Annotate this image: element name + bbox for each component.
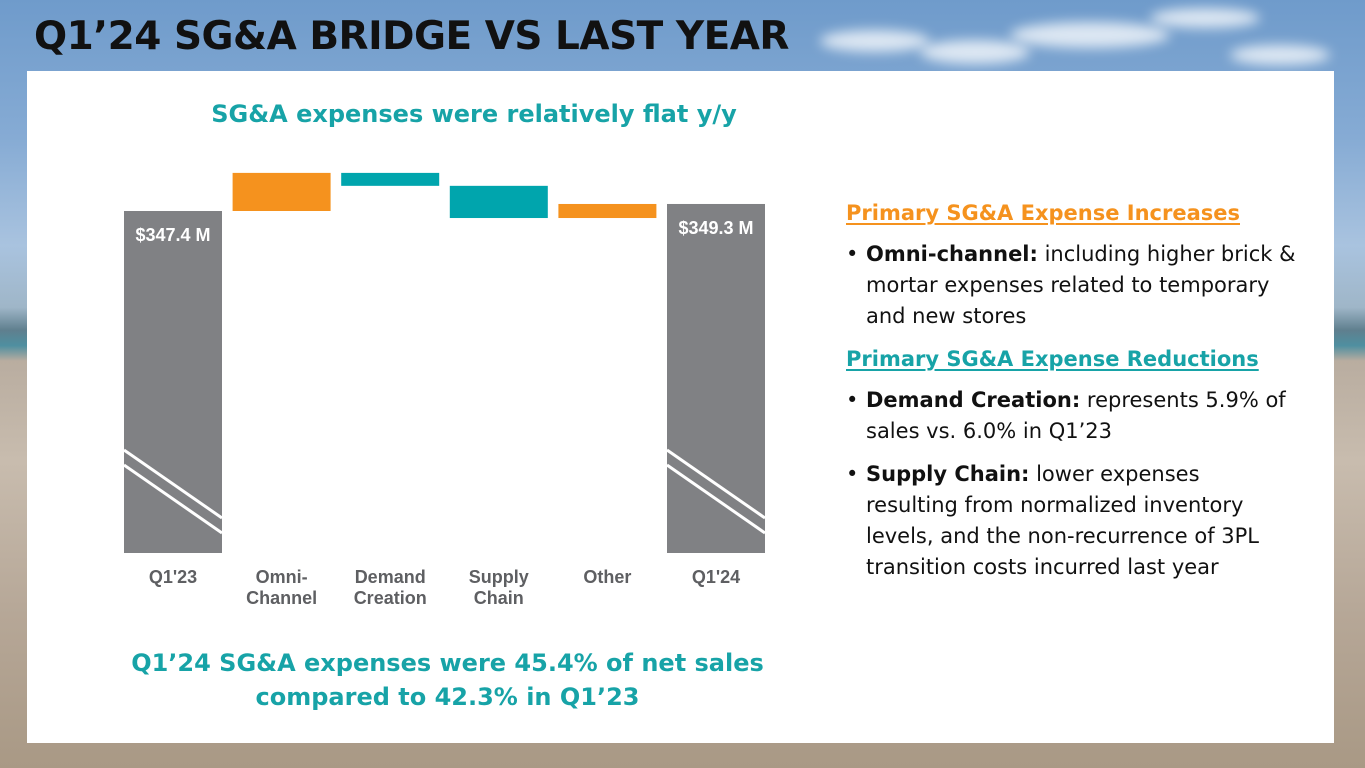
bar-q1-24: [667, 203, 765, 553]
category-label-q1-23: Q1'23: [149, 567, 197, 587]
reduction-item: • Supply Chain: lower expenses resulting…: [846, 459, 1296, 583]
axis-break-icon: [123, 448, 223, 535]
category-label-q1-24: Q1'24: [692, 567, 740, 587]
category-label-demand-creation: Creation: [354, 588, 427, 608]
background-cloud: [920, 40, 1030, 64]
reduction-item-label: Supply Chain:: [866, 462, 1030, 486]
bar-demand-creation: [341, 172, 440, 186]
reductions-heading: Primary SG&A Expense Reductions: [846, 347, 1259, 371]
category-label-supply-chain: Supply: [469, 567, 529, 587]
reduction-item: • Demand Creation: represents 5.9% of sa…: [846, 385, 1296, 447]
bullet: •: [846, 242, 859, 266]
value-label-q1-23: $347.4 M: [135, 225, 210, 245]
bar-supply-chain: [449, 185, 548, 219]
category-label-omni-channel: Channel: [246, 588, 317, 608]
background-cloud: [1230, 45, 1330, 65]
bar-q1-23: [124, 211, 222, 553]
reduction-item-text: lower expenses resulting from normalized…: [866, 462, 1259, 579]
bar-other: [558, 203, 657, 219]
commentary-panel: Primary SG&A Expense Increases • Omni-ch…: [846, 198, 1296, 595]
increase-item-text: including higher brick & mortar expenses…: [866, 242, 1296, 328]
category-label-supply-chain: Chain: [474, 588, 524, 608]
increases-list: • Omni-channel: including higher brick &…: [846, 239, 1296, 332]
increases-heading: Primary SG&A Expense Increases: [846, 201, 1240, 225]
increase-item: • Omni-channel: including higher brick &…: [846, 239, 1296, 332]
category-label-demand-creation: Demand: [355, 567, 426, 587]
bullet: •: [846, 388, 859, 412]
background-cloud: [820, 30, 930, 52]
bar-omni-channel: [232, 172, 331, 211]
chart-subtitle: SG&A expenses were relatively flat y/y: [211, 100, 737, 128]
value-label-q1-24: $349.3 M: [678, 218, 753, 238]
reductions-list: • Demand Creation: represents 5.9% of sa…: [846, 385, 1296, 583]
footer-line-2: compared to 42.3% in Q1’23: [255, 683, 640, 711]
chart-footer: Q1’24 SG&A expenses were 45.4% of net sa…: [120, 646, 775, 714]
category-label-omni-channel: Omni-: [256, 567, 308, 587]
reduction-item-text: represents 5.9% of sales vs. 6.0% in Q1’…: [866, 388, 1286, 443]
reduction-item-label: Demand Creation:: [866, 388, 1081, 412]
background-cloud: [1010, 22, 1170, 48]
category-label-other: Other: [583, 567, 631, 587]
increase-item-label: Omni-channel:: [866, 242, 1038, 266]
bullet: •: [846, 462, 859, 486]
axis-break-icon: [666, 448, 766, 535]
background-cloud: [1150, 8, 1260, 28]
footer-line-1: Q1’24 SG&A expenses were 45.4% of net sa…: [131, 649, 764, 677]
slide-title: Q1’24 SG&A BRIDGE VS LAST YEAR: [34, 14, 789, 59]
